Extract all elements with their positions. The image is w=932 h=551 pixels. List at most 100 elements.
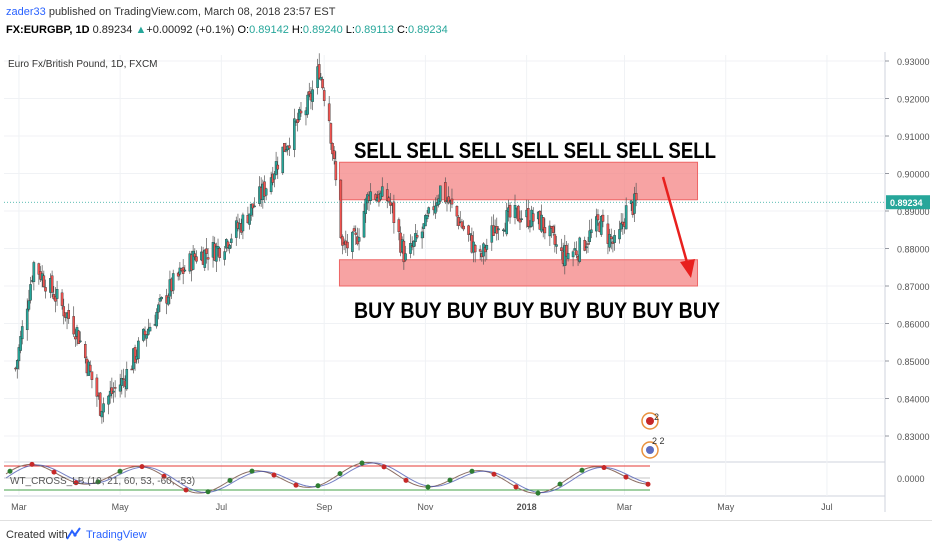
tradingview-link[interactable]: TradingView [86, 529, 147, 541]
candle-body [380, 186, 384, 197]
candle-body [183, 269, 187, 272]
candle-body [299, 110, 303, 114]
candle-body [573, 248, 577, 251]
candle-body [497, 228, 500, 231]
x-tick-label: May [717, 502, 735, 512]
candle-body [439, 185, 442, 202]
candle-body [273, 173, 276, 180]
candle-body [633, 193, 636, 214]
low-label: L: [345, 24, 355, 36]
buy-annotation: BUY BUY BUY BUY BUY BUY BUY BUY [354, 298, 720, 323]
candle-body [595, 216, 598, 232]
candle-body [100, 410, 104, 418]
candle-body [283, 143, 286, 152]
candle-body [588, 230, 591, 243]
candle-body [234, 220, 238, 238]
candle-body [98, 392, 102, 416]
candle-body [354, 232, 358, 235]
y-tick-label: 0.93000 [897, 57, 930, 67]
candle-body [548, 225, 552, 237]
osc-cross-dot [535, 490, 541, 496]
high-label: H: [291, 24, 303, 36]
price-chart[interactable]: 0.93000 0.92000 0.91000 0.90000 0.89000 0.880… [0, 44, 932, 520]
candle-body [618, 229, 621, 240]
osc-cross-dot [359, 460, 365, 466]
x-tick-label: Sep [316, 502, 332, 512]
candle-body [397, 219, 401, 232]
candle-body [387, 197, 391, 202]
candle-body [264, 188, 268, 196]
candle-body [624, 205, 628, 230]
candle-body [147, 328, 150, 335]
candle-body [306, 94, 309, 115]
low-value: 0.89113 [354, 24, 394, 36]
candle-body [17, 347, 21, 362]
candle-body [585, 246, 588, 249]
candle-body [156, 304, 160, 313]
candle-body [415, 234, 419, 238]
candle-body [457, 217, 460, 226]
high-value: 0.89240 [302, 24, 343, 36]
candle-body [216, 246, 220, 249]
author-link[interactable]: zader33 [6, 6, 46, 18]
candle-body [133, 347, 137, 363]
candle-body [331, 143, 334, 155]
osc-cross-dot [425, 484, 431, 490]
candle-body [296, 119, 299, 123]
event-flag-icon [646, 417, 654, 425]
candle-body [364, 198, 367, 214]
osc-cross-dot [183, 487, 189, 493]
osc-cross-dot [337, 471, 343, 477]
candle-body [137, 340, 140, 359]
candle-body [25, 308, 29, 331]
osc-cross-dot [117, 468, 123, 474]
candle-body [543, 227, 547, 234]
osc-cross-dot [95, 479, 101, 485]
footer: Created with TradingView [0, 520, 932, 551]
candle-body [412, 240, 416, 247]
candle-body [462, 225, 465, 230]
down-arrow-head [680, 259, 695, 278]
open-value: 0.89142 [249, 24, 289, 36]
candle-body [619, 222, 623, 230]
y-tick-label: 0.87000 [897, 282, 930, 292]
candle-body [351, 231, 354, 252]
event-coin-icon [646, 446, 654, 454]
candle-body [276, 164, 280, 170]
osc-cross-dot [205, 489, 211, 495]
candle-body [110, 387, 114, 395]
oscillator-y-tick: 0.0000 [897, 474, 925, 484]
candle-body [83, 344, 87, 359]
candle-body [460, 221, 464, 228]
created-with-label: Created with [6, 529, 68, 541]
candle-body [374, 194, 377, 200]
candle-body [528, 225, 532, 228]
candle-body [223, 251, 226, 260]
publish-line: zader33 published on TradingView.com, Ma… [6, 6, 335, 18]
open-label: O: [237, 24, 250, 36]
candle-body [402, 240, 406, 263]
down-arrow-shaft [661, 176, 690, 267]
candle-body [15, 360, 19, 369]
x-tick-label: Jul [821, 502, 833, 512]
candle-body [513, 205, 517, 218]
candle-body [608, 234, 611, 248]
price-change: +0.00092 (+0.1%) [146, 24, 235, 36]
candle-body [241, 214, 245, 232]
osc-cross-dot [7, 468, 13, 474]
candle-body [502, 229, 505, 232]
candle-body [404, 253, 407, 261]
candle-body [369, 191, 372, 201]
y-tick-label: 0.85000 [897, 357, 930, 367]
candle-body [531, 213, 535, 222]
osc-cross-dot [161, 473, 167, 479]
candle-body [420, 231, 424, 239]
candle-body [467, 225, 470, 235]
sell-annotation: SELL SELL SELL SELL SELL SELL SELL [354, 138, 716, 163]
candle-body [62, 306, 66, 317]
y-tick-label: 0.83000 [897, 432, 930, 442]
candle-body [203, 249, 207, 268]
candle-body [392, 201, 396, 224]
candle-body [606, 223, 610, 244]
candle-body [586, 243, 590, 245]
